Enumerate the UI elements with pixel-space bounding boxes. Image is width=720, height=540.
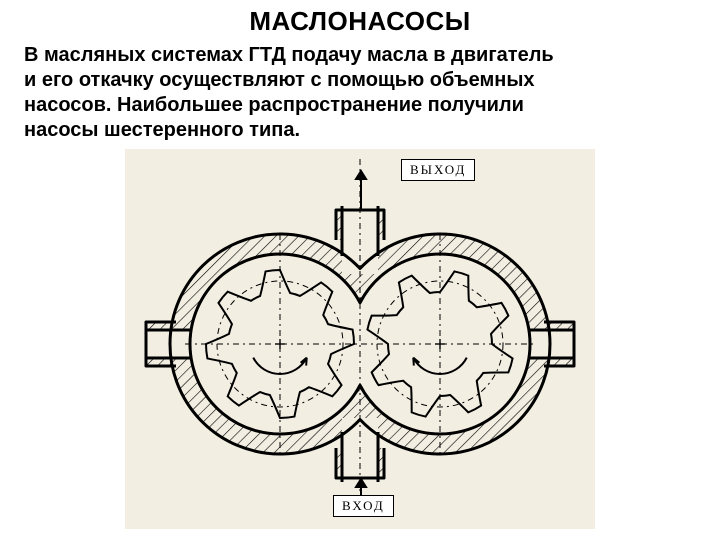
gear-pump-diagram: ВЫХОД ВХОД	[125, 149, 595, 529]
figure-wrap: ВЫХОД ВХОД	[24, 149, 696, 529]
inlet-label: ВХОД	[333, 495, 394, 517]
page-title: МАСЛОНАСОСЫ	[24, 6, 696, 37]
body-text: В масляных системах ГТД подачу масла в д…	[24, 43, 696, 143]
slide-page: МАСЛОНАСОСЫ В масляных системах ГТД пода…	[0, 0, 720, 540]
gear-pump-svg	[125, 149, 595, 529]
outlet-label: ВЫХОД	[401, 159, 475, 181]
